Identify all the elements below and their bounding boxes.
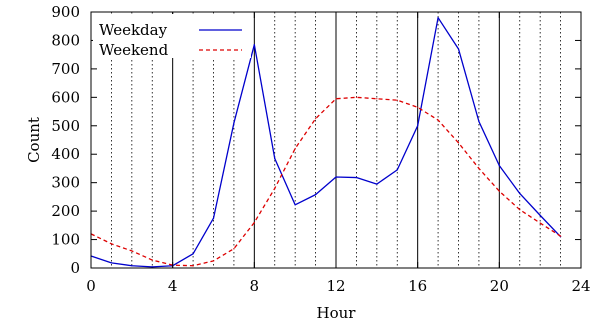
data-point-weekend [233,248,235,250]
x-tick-label: 0 [86,277,96,295]
data-point-weekend [396,99,398,101]
x-axis-title: Hour [317,304,357,322]
series-line-weekday [90,17,562,268]
series-line-weekend [90,96,561,267]
data-point-weekday [110,262,113,264]
data-point-weekend [151,259,153,261]
data-point-weekday [233,122,235,124]
data-point-weekday [396,169,398,171]
data-point-weekday [355,176,358,179]
data-point-weekday [376,183,378,185]
data-point-weekday [314,194,317,196]
x-tick-label: 12 [326,277,345,295]
data-point-weekend [519,209,521,211]
data-point-weekend [417,106,419,108]
data-point-weekend [376,98,378,100]
y-axis-title: Count [25,117,43,163]
data-point-weekend [335,98,337,100]
data-point-weekend [437,119,439,121]
data-point-weekend [498,190,500,192]
grid [111,12,561,268]
data-point-weekend [274,187,276,189]
series-layer [90,17,562,268]
data-point-weekend [131,250,133,252]
data-point-weekday [437,17,439,19]
y-tick-label: 0 [70,259,80,277]
data-point-weekend [539,222,541,224]
data-point-weekend [192,265,194,267]
data-point-weekday [253,44,255,46]
y-tick-label: 600 [51,88,80,106]
x-tick-label: 8 [250,277,260,295]
data-point-weekday [212,217,215,219]
data-point-weekday [539,214,541,216]
data-point-weekend [355,96,358,98]
data-point-weekend [457,142,460,144]
x-tick-label: 20 [490,277,509,295]
data-point-weekend [314,118,317,120]
y-tick-label: 800 [51,31,80,49]
data-point-weekday [335,176,337,178]
data-point-weekend [559,235,562,237]
axis-ticks: 0 4 8 12 16 20 24 0 100 200 300 400 500 600 700 800 900 [51,3,590,295]
data-point-weekday [151,266,153,268]
data-point-weekend [294,147,296,150]
data-point-weekday [417,125,419,127]
legend-background [93,14,251,58]
y-tick-label: 100 [51,231,80,249]
y-tick-label: 400 [51,145,80,163]
legend: Weekday Weekend [93,14,251,59]
legend-label-weekend: Weekend [99,41,169,59]
y-tick-label: 300 [51,174,80,192]
x-tick-label: 4 [168,277,178,295]
y-tick-label: 200 [51,202,80,220]
y-tick-label: 900 [51,3,80,21]
data-point-weekday [457,48,460,50]
data-point-weekday [131,265,133,267]
x-tick-label: 24 [571,277,590,295]
data-point-weekday [478,120,480,123]
data-point-weekend [478,167,480,170]
data-point-weekend [253,221,255,224]
data-point-weekday [519,192,521,195]
y-tick-label: 700 [51,60,80,78]
data-point-weekend [212,260,215,262]
data-point-weekday [498,165,500,167]
legend-label-weekday: Weekday [99,21,168,39]
data-point-weekend [110,243,113,245]
data-point-weekday [274,157,276,160]
data-point-weekday [192,253,194,255]
data-point-weekday [294,204,296,206]
x-tick-label: 16 [408,277,427,295]
y-tick-label: 500 [51,117,80,135]
